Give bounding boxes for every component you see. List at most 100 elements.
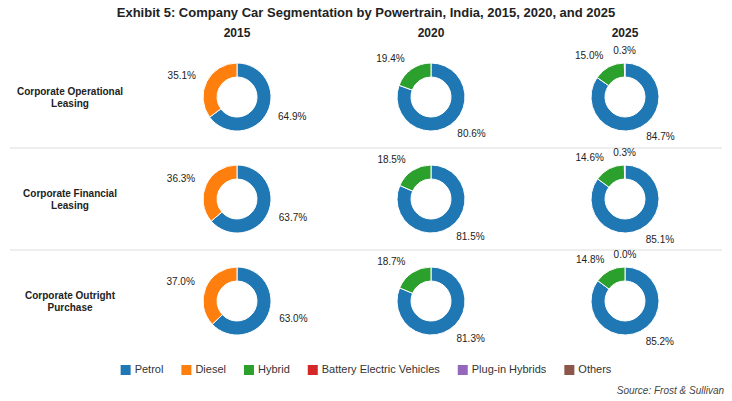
donut-slice bbox=[624, 63, 625, 77]
donut: 85.1%14.6%0.3% bbox=[575, 147, 674, 245]
chart-container: Exhibit 5: Company Car Segmentation by P… bbox=[0, 0, 732, 401]
donuts: 64.9%35.1% 80.6% 19.4% 84.7% 15.0% 0.3% 63.7% 3… bbox=[166, 45, 674, 347]
legend-label: Diesel bbox=[195, 363, 226, 375]
donut-slice bbox=[237, 63, 238, 77]
donut-slice bbox=[431, 165, 432, 179]
data-label: 36.3% bbox=[167, 173, 195, 184]
donut-slice bbox=[431, 165, 432, 179]
legend-item: Diesel bbox=[181, 363, 226, 375]
row-label: Corporate FinancialLeasing bbox=[23, 188, 117, 211]
row-label-line: Corporate Outright bbox=[25, 290, 116, 301]
row-labels: Corporate OperationalLeasingCorporate Fi… bbox=[17, 86, 123, 313]
row-label-line: Leasing bbox=[51, 200, 89, 211]
donut-slice bbox=[431, 63, 432, 77]
annotation: Source: Frost & Sullivan bbox=[617, 385, 725, 396]
donut: 84.7% 15.0% 0.3% bbox=[575, 45, 675, 143]
donut-slice bbox=[625, 267, 626, 281]
data-label: 63.0% bbox=[279, 313, 307, 324]
donut-slice bbox=[625, 267, 626, 281]
donut: 80.6% 19.4% bbox=[376, 53, 485, 139]
row-label-line: Corporate Financial bbox=[23, 188, 117, 199]
donut-slice bbox=[237, 267, 238, 281]
data-label: 15.0% bbox=[575, 50, 603, 61]
donut-slice bbox=[237, 267, 238, 281]
legend-label: Hybrid bbox=[258, 363, 290, 375]
data-label: 84.7% bbox=[646, 131, 674, 142]
data-label: 63.7% bbox=[279, 212, 307, 223]
legend-swatch bbox=[458, 365, 468, 375]
legend-swatch bbox=[308, 365, 318, 375]
donut-slice bbox=[625, 63, 626, 77]
data-label: 14.8% bbox=[576, 254, 604, 265]
donut-slice bbox=[431, 267, 432, 281]
legend-item: Others bbox=[564, 363, 612, 375]
donut-slice bbox=[431, 63, 432, 77]
legend-swatch bbox=[564, 365, 574, 375]
donut: 81.3%18.7% bbox=[377, 256, 485, 344]
data-label: 37.0% bbox=[166, 276, 194, 287]
donut-slice bbox=[399, 63, 431, 90]
legend-item: Battery Electric Vehicles bbox=[308, 363, 440, 375]
donut-slice bbox=[625, 267, 626, 281]
legend-label: Plug-in Hybrids bbox=[472, 363, 547, 375]
donut-slice bbox=[624, 165, 626, 179]
legend-swatch bbox=[181, 365, 191, 375]
donut-slice bbox=[400, 165, 431, 191]
column-header: 2020 bbox=[418, 26, 445, 40]
donut-slice bbox=[598, 165, 625, 187]
data-label: 0.3% bbox=[613, 45, 636, 56]
donut-slice bbox=[624, 63, 626, 77]
donut-slice bbox=[237, 165, 238, 179]
data-label: 14.6% bbox=[575, 152, 603, 163]
row-label-line: Corporate Operational bbox=[17, 86, 123, 97]
data-label: 0.0% bbox=[614, 249, 637, 260]
legend-label: Petrol bbox=[135, 363, 164, 375]
donut-slice bbox=[624, 165, 625, 179]
row-label: Corporate OperationalLeasing bbox=[17, 86, 123, 109]
donut-slice bbox=[237, 165, 238, 179]
column-header: 2025 bbox=[612, 26, 639, 40]
donut-slice bbox=[597, 63, 625, 86]
data-label: 80.6% bbox=[457, 128, 485, 139]
title: Exhibit 5: Company Car Segmentation by P… bbox=[117, 5, 616, 20]
donut-slice bbox=[203, 63, 237, 117]
donut-slice bbox=[431, 63, 432, 77]
donut-slice bbox=[625, 165, 626, 179]
donut-slice bbox=[400, 267, 431, 293]
donut-slice bbox=[397, 63, 465, 131]
donut-slice bbox=[431, 165, 432, 179]
legend-item: Petrol bbox=[121, 363, 164, 375]
donut-slice bbox=[397, 165, 465, 233]
donut-slice bbox=[591, 267, 659, 335]
row-label-line: Purchase bbox=[47, 302, 92, 313]
donut: 81.5%18.5% bbox=[377, 154, 484, 242]
donut-slice bbox=[237, 165, 238, 179]
donut: 63.7% 36.3% bbox=[167, 165, 307, 233]
legend-label: Battery Electric Vehicles bbox=[322, 363, 440, 375]
column-header: 2015 bbox=[224, 26, 251, 40]
donut-slice bbox=[397, 267, 465, 335]
donut-slice bbox=[431, 267, 432, 281]
data-label: 35.1% bbox=[168, 70, 196, 81]
donut-slice bbox=[237, 165, 238, 179]
data-label: 18.7% bbox=[377, 256, 405, 267]
donut-slice bbox=[237, 63, 238, 77]
legend-swatch bbox=[121, 365, 131, 375]
donut-slice bbox=[598, 267, 625, 289]
donut-slice bbox=[203, 165, 237, 221]
row-label: Corporate OutrightPurchase bbox=[25, 290, 116, 313]
donut-slice bbox=[591, 165, 659, 233]
row-label-line: Leasing bbox=[51, 98, 89, 109]
donut-slice bbox=[237, 267, 238, 281]
donut-slice bbox=[591, 63, 659, 131]
data-label: 85.1% bbox=[646, 234, 674, 245]
column-headers: 2015 2020 2025 bbox=[224, 26, 639, 40]
donut-slice bbox=[237, 63, 238, 77]
data-label: 19.4% bbox=[376, 53, 404, 64]
donut-slice bbox=[431, 267, 432, 281]
donut: 64.9%35.1% bbox=[168, 63, 307, 131]
row-dividers bbox=[10, 148, 722, 250]
data-label: 85.2% bbox=[646, 336, 674, 347]
donut: 85.2% 14.8% 0.0% bbox=[576, 249, 674, 347]
donut-slice bbox=[237, 267, 238, 281]
